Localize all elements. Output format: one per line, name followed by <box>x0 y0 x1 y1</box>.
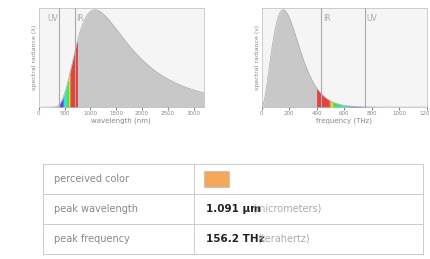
X-axis label: wavelength (nm): wavelength (nm) <box>91 118 151 124</box>
Text: 1.091 μm: 1.091 μm <box>205 204 267 214</box>
Text: UV: UV <box>366 14 377 23</box>
Text: (micrometers): (micrometers) <box>251 204 320 214</box>
Text: IR: IR <box>322 14 330 23</box>
Text: 156.2 THz: 156.2 THz <box>205 234 271 244</box>
Text: UV: UV <box>48 14 58 23</box>
Text: perceived color: perceived color <box>54 174 129 184</box>
Y-axis label: spectral radiance (ν): spectral radiance (ν) <box>255 25 260 90</box>
Text: IR: IR <box>76 14 84 23</box>
Bar <box>203 171 228 187</box>
Text: peak wavelength: peak wavelength <box>54 204 138 214</box>
X-axis label: frequency (THz): frequency (THz) <box>316 118 371 124</box>
Y-axis label: spectral radiance (λ): spectral radiance (λ) <box>32 25 37 90</box>
Text: peak frequency: peak frequency <box>54 234 130 244</box>
Text: (terahertz): (terahertz) <box>256 234 309 244</box>
